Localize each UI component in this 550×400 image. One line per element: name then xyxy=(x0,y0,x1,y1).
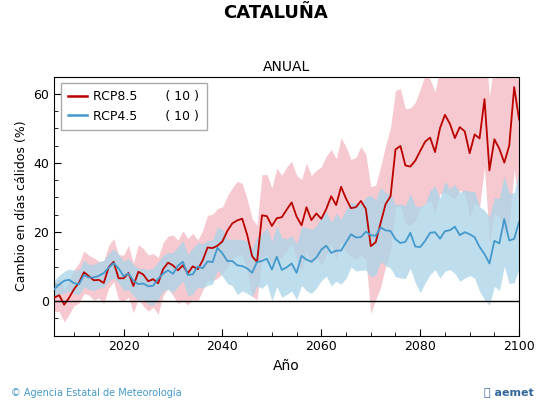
Text: CATALUÑA: CATALUÑA xyxy=(223,4,327,22)
Y-axis label: Cambio en días cálidos (%): Cambio en días cálidos (%) xyxy=(15,121,28,291)
X-axis label: Año: Año xyxy=(273,359,300,373)
Title: ANUAL: ANUAL xyxy=(263,60,310,74)
Text: Ⓠ aemet: Ⓠ aemet xyxy=(484,388,534,398)
Legend: RCP8.5       ( 10 ), RCP4.5       ( 10 ): RCP8.5 ( 10 ), RCP4.5 ( 10 ) xyxy=(60,83,207,130)
Text: © Agencia Estatal de Meteorología: © Agencia Estatal de Meteorología xyxy=(11,388,182,398)
